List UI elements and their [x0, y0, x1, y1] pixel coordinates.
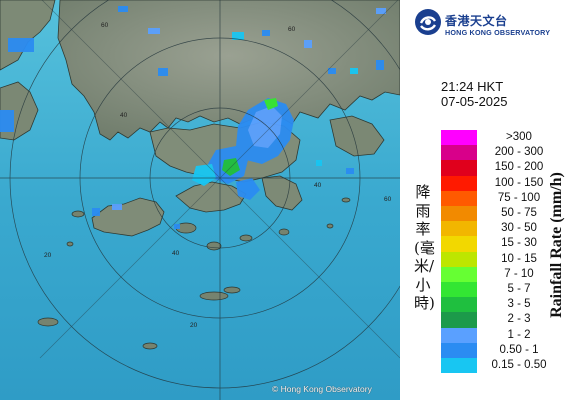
legend-swatch	[441, 327, 477, 343]
observatory-logo[interactable]: 香港天文台 HONG KONG OBSERVATORY	[414, 8, 574, 37]
legend-label: 10 - 15	[501, 252, 537, 265]
org-name-en: HONG KONG OBSERVATORY	[445, 28, 551, 37]
legend-swatch	[441, 175, 477, 191]
legend-label: >300	[506, 131, 532, 143]
range-rings	[0, 0, 400, 400]
legend-label: 1 - 2	[507, 328, 531, 341]
legend-label: 15 - 30	[501, 237, 537, 250]
radar-map-svg	[0, 0, 400, 400]
lantau-island	[91, 197, 165, 237]
legend-label: 50 - 75	[501, 207, 537, 219]
org-name-cn: 香港天文台	[445, 14, 508, 28]
radar-map[interactable]: 60 60 60 40 40 40 20 20 © Hong Kong Obse…	[0, 0, 400, 400]
radar-echoes	[0, 6, 386, 229]
legend-label: 30 - 50	[501, 222, 537, 235]
legend-title-en: Rainfall Rate (mm/h)	[548, 172, 565, 318]
legend-swatch	[441, 130, 477, 146]
ring-label: 20	[190, 322, 198, 329]
legend-swatch	[441, 236, 477, 252]
legend-label: 150 - 200	[494, 161, 544, 174]
legend-swatch	[441, 160, 477, 176]
east-headland	[329, 115, 385, 157]
legend-swatch	[441, 206, 477, 222]
timestamp: 21:24 HKT 07-05-2025	[441, 79, 508, 109]
ring-label: 20	[44, 252, 52, 259]
hko-logo-icon	[415, 9, 441, 35]
legend-panel: 香港天文台 HONG KONG OBSERVATORY 21:24 HKT 07…	[400, 0, 577, 400]
legend-label: 7 - 10	[504, 267, 534, 280]
legend-label: 200 - 300	[494, 146, 544, 159]
outlying-islands	[37, 197, 351, 350]
legend-swatch	[441, 190, 477, 206]
legend-label: 0.15 - 0.50	[491, 359, 547, 371]
ring-label: 60	[288, 26, 296, 33]
legend-swatch	[441, 221, 477, 237]
ring-label: 60	[101, 22, 109, 29]
copyright-notice: © Hong Kong Observatory	[272, 384, 372, 394]
legend-label: 0.50 - 1	[499, 343, 539, 356]
legend-swatch	[441, 282, 477, 298]
legend-label: 75 - 100	[497, 191, 541, 204]
legend-label: 100 - 150	[494, 176, 544, 189]
legend-swatch	[441, 358, 477, 374]
legend-swatch	[441, 266, 477, 282]
legend-swatch	[441, 312, 477, 328]
sai-kung-peninsula	[261, 175, 303, 211]
legend-label: 2 - 3	[507, 313, 531, 326]
ring-label: 40	[314, 182, 322, 189]
west-shore-land	[0, 0, 56, 71]
legend-swatch	[441, 297, 477, 313]
date-label: 07-05-2025	[441, 94, 508, 109]
legend-label: 3 - 5	[507, 298, 531, 311]
legend-swatch	[441, 251, 477, 267]
legend-label: 5 - 7	[507, 283, 531, 295]
mainland-landmass	[57, 0, 400, 141]
legend-title-cn: 降雨率(毫米/小時)	[414, 183, 435, 312]
legend-swatch	[441, 342, 477, 358]
ring-label: 60	[384, 196, 392, 203]
ring-label: 40	[172, 250, 180, 257]
time-label: 21:24 HKT	[441, 79, 504, 94]
ring-label: 40	[120, 112, 128, 119]
legend-swatch	[441, 145, 477, 161]
